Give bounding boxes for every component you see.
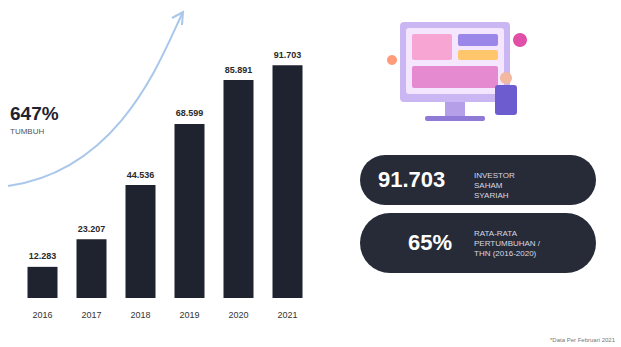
svg-text:91.703: 91.703 [378, 167, 445, 192]
svg-text:91.703: 91.703 [274, 50, 302, 60]
svg-text:INVESTOR: INVESTOR [474, 171, 517, 180]
svg-text:2018: 2018 [130, 310, 150, 320]
svg-text:THN (2016-2020): THN (2016-2020) [474, 249, 537, 258]
svg-text:RATA-RATA: RATA-RATA [474, 229, 519, 238]
svg-text:44.536: 44.536 [127, 170, 155, 180]
svg-text:2017: 2017 [81, 310, 101, 320]
svg-text:TUMBUH: TUMBUH [10, 127, 44, 136]
svg-text:2019: 2019 [179, 310, 199, 320]
svg-text:647%: 647% [10, 103, 59, 124]
svg-text:2020: 2020 [228, 310, 248, 320]
svg-text:SAHAM: SAHAM [474, 181, 505, 190]
svg-text:*Data Per Februari 2021: *Data Per Februari 2021 [550, 337, 616, 343]
svg-text:68.599: 68.599 [176, 108, 204, 118]
svg-text:12.283: 12.283 [29, 251, 57, 261]
svg-text:PERTUMBUHAN /: PERTUMBUHAN / [474, 239, 541, 248]
svg-text:2016: 2016 [32, 310, 52, 320]
svg-text:2021: 2021 [277, 310, 297, 320]
svg-text:85.891: 85.891 [225, 65, 253, 75]
svg-text:SYARIAH: SYARIAH [474, 191, 509, 200]
svg-text:23.207: 23.207 [78, 224, 106, 234]
svg-text:65%: 65% [408, 230, 452, 255]
